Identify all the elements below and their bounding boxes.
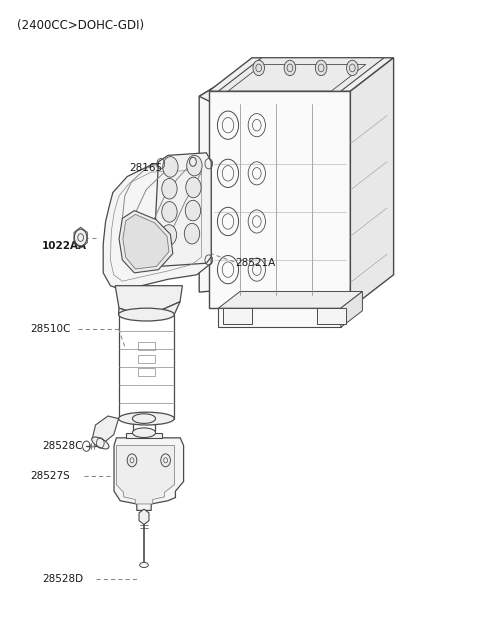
Polygon shape — [341, 291, 362, 327]
Circle shape — [284, 60, 296, 76]
Circle shape — [347, 60, 358, 76]
Polygon shape — [209, 91, 350, 308]
Ellipse shape — [132, 428, 156, 438]
Ellipse shape — [119, 308, 174, 321]
Polygon shape — [116, 446, 175, 504]
Circle shape — [253, 60, 264, 76]
Ellipse shape — [140, 562, 148, 568]
Polygon shape — [119, 302, 180, 315]
Text: 1022AA: 1022AA — [42, 241, 87, 251]
Polygon shape — [119, 211, 173, 273]
Circle shape — [162, 178, 177, 199]
Text: (2400CC>DOHC-GDI): (2400CC>DOHC-GDI) — [17, 19, 144, 32]
Polygon shape — [154, 153, 211, 266]
Text: 28528C: 28528C — [42, 441, 83, 451]
Polygon shape — [123, 214, 169, 269]
Polygon shape — [350, 58, 394, 308]
Circle shape — [190, 157, 196, 166]
Polygon shape — [218, 58, 384, 91]
Text: 28527S: 28527S — [30, 471, 70, 482]
Circle shape — [74, 229, 87, 246]
Text: 28165D: 28165D — [129, 163, 170, 173]
Polygon shape — [114, 438, 183, 510]
Circle shape — [187, 155, 202, 176]
Text: 28528D: 28528D — [42, 574, 84, 584]
Circle shape — [162, 202, 177, 222]
Polygon shape — [139, 509, 149, 525]
Polygon shape — [223, 308, 252, 324]
Polygon shape — [92, 416, 119, 444]
Circle shape — [315, 60, 327, 76]
Polygon shape — [218, 291, 362, 308]
Text: 28521A: 28521A — [235, 258, 276, 268]
Circle shape — [186, 177, 201, 198]
Circle shape — [161, 225, 177, 245]
Polygon shape — [199, 77, 365, 110]
Polygon shape — [218, 308, 341, 327]
Polygon shape — [209, 58, 394, 91]
Circle shape — [185, 200, 201, 221]
Ellipse shape — [119, 412, 174, 425]
Polygon shape — [115, 286, 182, 315]
Polygon shape — [126, 433, 162, 438]
Ellipse shape — [132, 414, 156, 424]
Ellipse shape — [92, 437, 109, 449]
Polygon shape — [103, 162, 211, 290]
Text: 28510C: 28510C — [30, 324, 70, 334]
Circle shape — [163, 157, 178, 177]
Circle shape — [184, 223, 200, 244]
Polygon shape — [317, 308, 346, 324]
Polygon shape — [199, 77, 346, 292]
